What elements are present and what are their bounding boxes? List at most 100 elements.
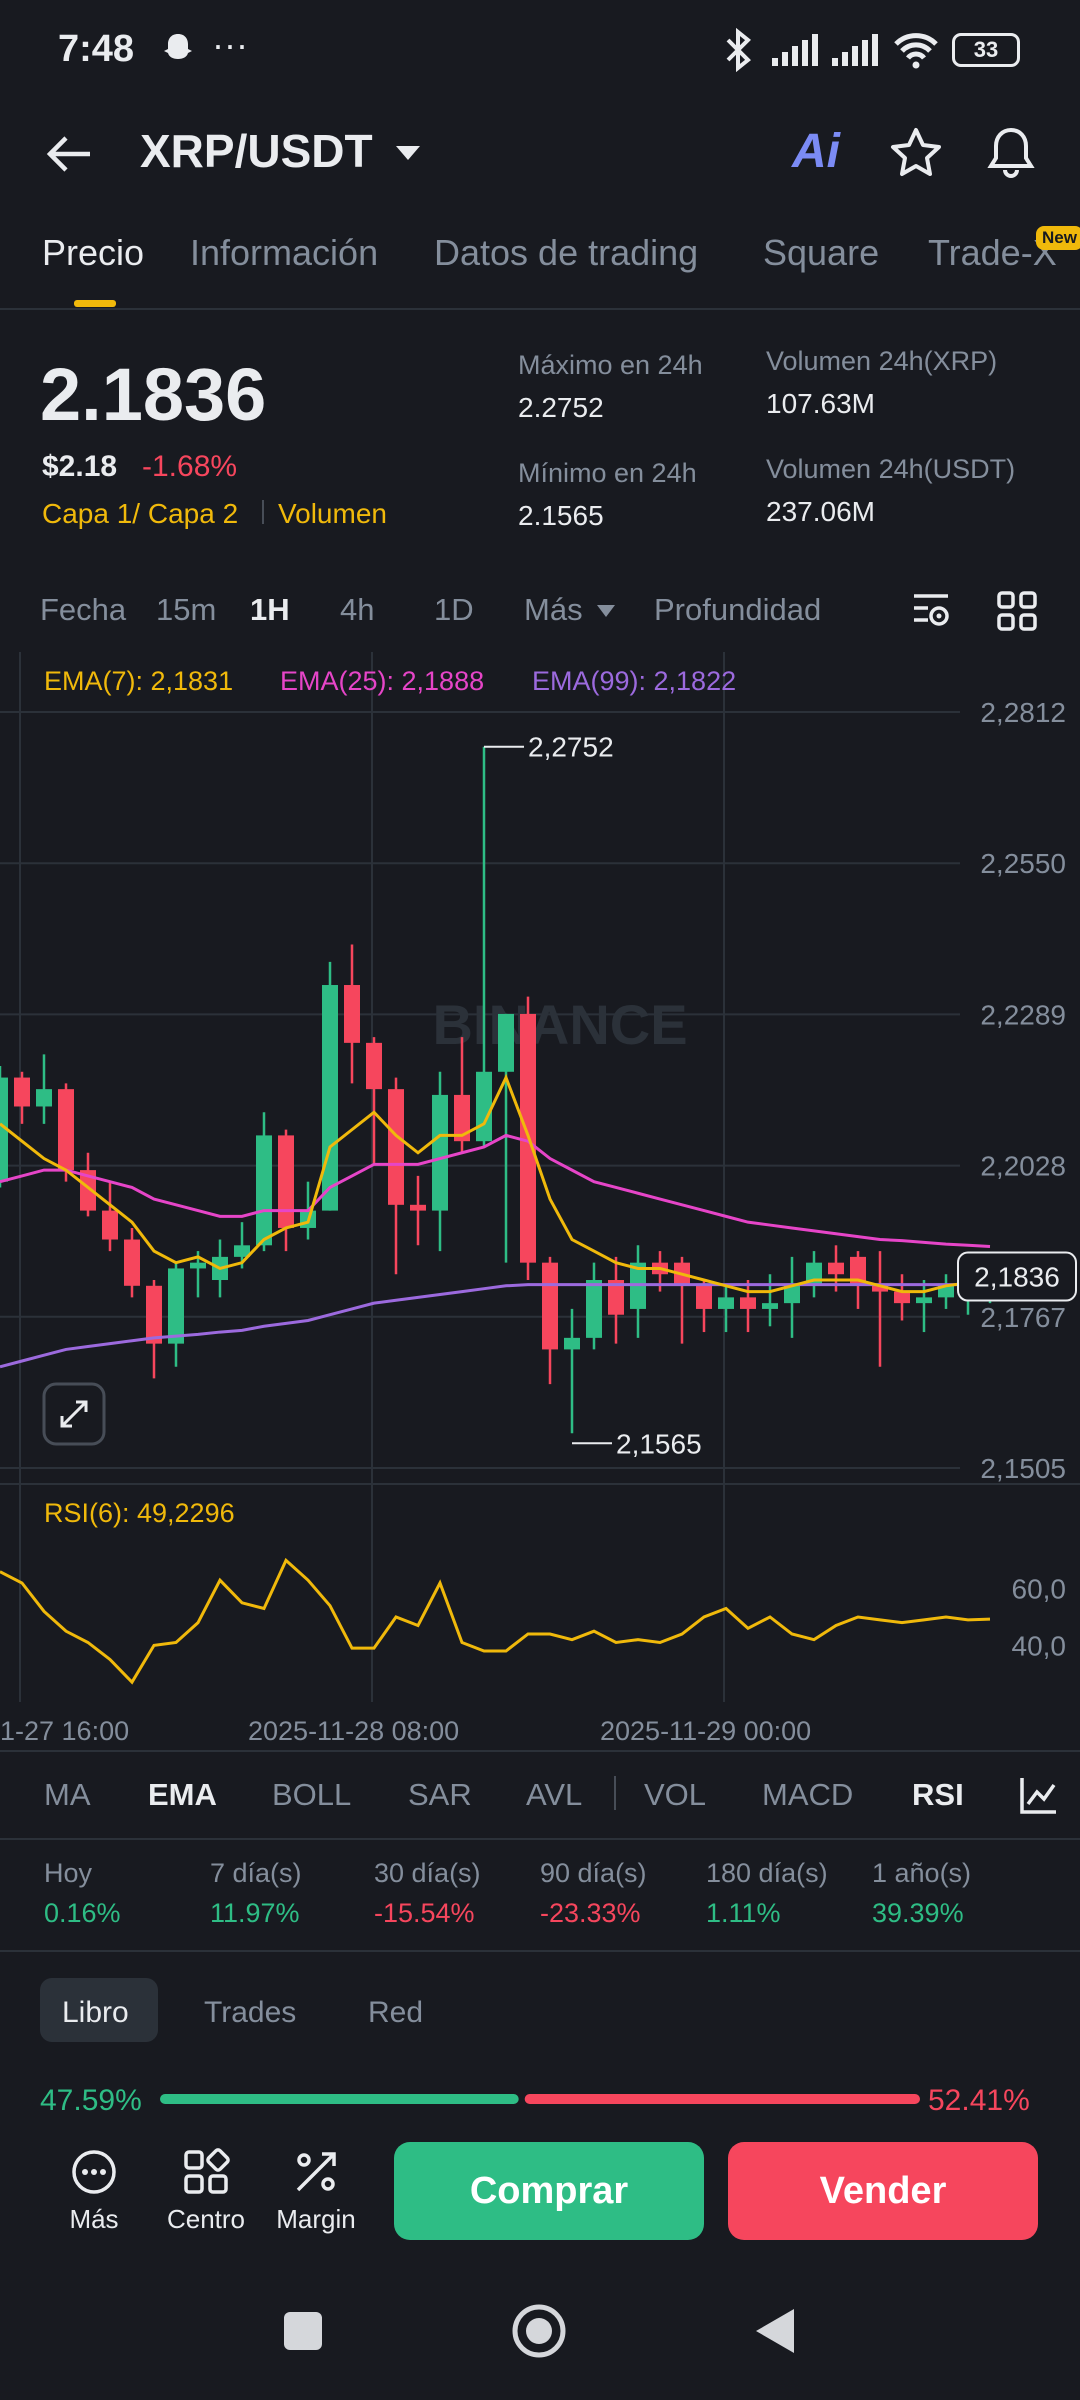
low-label: Mínimo en 24h (518, 458, 697, 489)
y-tick-label: 2,1505 (980, 1453, 1066, 1484)
more-label[interactable]: Más (54, 2204, 134, 2235)
candle-body (828, 1263, 844, 1275)
candle-body (344, 985, 360, 1043)
more-notifications-icon: ··· (212, 24, 248, 66)
y-tick-label: 2,1767 (980, 1302, 1066, 1333)
tab-informacion[interactable]: Información (190, 232, 378, 274)
perf-value-180d: 1.11% (706, 1898, 781, 1929)
tab-square[interactable]: Square (763, 232, 879, 274)
candle-body (146, 1286, 162, 1344)
perf-label-90d: 90 día(s) (540, 1858, 647, 1889)
recents-nav-icon[interactable] (284, 2312, 322, 2350)
rsi-legend: RSI(6): 49,2296 (44, 1498, 235, 1528)
tab-red[interactable]: Red (368, 1996, 423, 2030)
tf-1h[interactable]: 1H (250, 592, 290, 628)
back-nav-icon[interactable] (752, 2306, 796, 2356)
last-price: 2.1836 (40, 352, 266, 437)
x-axis-label: 1-27 16:00 (0, 1716, 129, 1747)
y-tick-label: 2,2812 (980, 697, 1066, 728)
layout-grid-icon[interactable] (996, 590, 1038, 632)
tag-layer[interactable]: Capa 1/ Capa 2 (42, 498, 238, 530)
vol-usdt-value: 237.06M (766, 496, 875, 528)
back-arrow-icon[interactable] (44, 132, 94, 176)
candle-body (102, 1211, 118, 1240)
candle-body (564, 1338, 580, 1350)
star-icon[interactable] (888, 126, 944, 180)
tf-fecha[interactable]: Fecha (40, 592, 126, 628)
ind-sar[interactable]: SAR (408, 1777, 472, 1813)
ind-avl[interactable]: AVL (526, 1777, 582, 1813)
indicator-chart-icon[interactable] (1018, 1774, 1060, 1816)
candle-body (410, 1205, 426, 1211)
ema7-line (0, 1078, 990, 1292)
sell-button[interactable]: Vender (728, 2142, 1038, 2240)
ema25-line (0, 1135, 990, 1246)
candle-body (388, 1089, 404, 1205)
chart-settings-icon[interactable] (910, 590, 952, 632)
price-change: -1.68% (142, 450, 237, 484)
tf-4h[interactable]: 4h (340, 592, 374, 628)
ema99-legend: EMA(99): 2,1822 (532, 666, 736, 696)
pair-dropdown-icon[interactable] (394, 144, 422, 162)
ind-vol[interactable]: VOL (644, 1777, 706, 1813)
buy-ratio-fill (160, 2094, 519, 2104)
tf-15m[interactable]: 15m (156, 592, 216, 628)
ind-boll[interactable]: BOLL (272, 1777, 351, 1813)
status-time: 7:48 (58, 28, 134, 71)
home-nav-icon[interactable] (510, 2302, 568, 2360)
divider (0, 1750, 1080, 1752)
buy-button[interactable]: Comprar (394, 2142, 704, 2240)
y-tick-label: 2,2028 (980, 1151, 1066, 1182)
current-price-label: 2,1836 (974, 1262, 1060, 1293)
margin-label[interactable]: Margin (266, 2204, 366, 2235)
price-chart[interactable]: BINANCE 2,2812 2,2550 2,2289 2,2028 2,1767 2,1… (0, 652, 1080, 1702)
signal-icon-1 (770, 32, 822, 68)
ind-ema[interactable]: EMA (148, 1777, 217, 1813)
active-tab-indicator (74, 300, 116, 307)
tab-trades[interactable]: Trades (204, 1996, 296, 2030)
pair-title[interactable]: XRP/USDT (140, 124, 373, 178)
candle-body (278, 1135, 294, 1228)
sell-ratio-fill (525, 2094, 920, 2104)
ind-macd[interactable]: MACD (762, 1777, 853, 1813)
vol-usdt-label: Volumen 24h(USDT) (766, 454, 1015, 485)
tab-libro[interactable]: Libro (62, 1996, 129, 2030)
high-label: Máximo en 24h (518, 350, 703, 381)
perf-value-30d: -15.54% (374, 1898, 475, 1929)
low-value: 2.1565 (518, 500, 604, 532)
more-icon[interactable] (70, 2148, 118, 2196)
tab-datos-trading[interactable]: Datos de trading (434, 232, 698, 274)
candle-body (36, 1089, 52, 1106)
x-axis-label: 2025-11-29 00:00 (600, 1716, 811, 1747)
ema25-legend: EMA(25): 2,1888 (280, 666, 484, 696)
bell-icon[interactable] (984, 124, 1038, 182)
tf-profundidad[interactable]: Profundidad (654, 592, 821, 628)
tab-precio[interactable]: Precio (42, 232, 144, 274)
mas-dropdown-icon[interactable] (596, 604, 616, 618)
tf-1d[interactable]: 1D (434, 592, 474, 628)
vol-xrp-value: 107.63M (766, 388, 875, 420)
ai-icon[interactable]: Ai (792, 124, 840, 179)
status-bar: 7:48 ··· 33 (0, 0, 1080, 100)
perf-value-hoy: 0.16% (44, 1898, 121, 1929)
margin-icon[interactable] (292, 2148, 340, 2196)
battery-icon: 33 (952, 33, 1020, 67)
indicator-separator (614, 1776, 616, 1810)
candle-body (168, 1268, 184, 1343)
watermark-text: BINANCE (432, 993, 687, 1056)
high-value: 2.2752 (518, 392, 604, 424)
perf-label-hoy: Hoy (44, 1858, 92, 1889)
x-axis-label: 2025-11-28 08:00 (248, 1716, 459, 1747)
center-label[interactable]: Centro (156, 2204, 256, 2235)
tf-mas[interactable]: Más (524, 592, 583, 628)
center-icon[interactable] (182, 2148, 230, 2196)
candle-body (432, 1095, 448, 1211)
buy-ratio: 47.59% (40, 2084, 142, 2118)
new-badge: New (1036, 226, 1080, 250)
tag-volume[interactable]: Volumen (278, 498, 387, 530)
candle-body (762, 1303, 778, 1309)
candle-body (58, 1089, 74, 1170)
ind-ma[interactable]: MA (44, 1777, 91, 1813)
divider (0, 308, 1080, 310)
ind-rsi[interactable]: RSI (912, 1777, 964, 1813)
